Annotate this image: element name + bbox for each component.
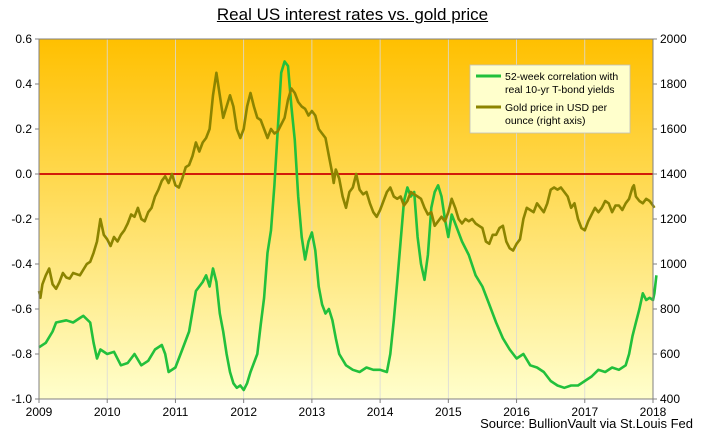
legend-label-gold-line2: ounce (right axis) [505, 115, 586, 127]
y-left-tick-label: 0.0 [15, 167, 32, 181]
x-tick-label: 2012 [230, 405, 257, 419]
y-left-tick-label: -0.8 [11, 347, 32, 361]
x-tick-label: 2013 [299, 405, 326, 419]
y-right-tick-label: 400 [660, 392, 680, 406]
legend: 52-week correlation with real 10-yr T-bo… [469, 64, 631, 134]
x-tick-label: 2011 [163, 405, 189, 419]
y-left-tick-label: -0.2 [11, 212, 32, 226]
y-right-tick-label: 2000 [660, 32, 687, 46]
legend-label-gold-line1: Gold price in USD per [505, 102, 608, 114]
y-left-tick-label: 0.4 [15, 77, 32, 91]
x-tick-label: 2010 [94, 405, 121, 419]
y-left-tick-label: 0.2 [15, 122, 32, 136]
y-right-tick-label: 600 [660, 347, 680, 361]
x-tick-label: 2018 [640, 405, 667, 419]
y-right-tick-label: 1000 [660, 257, 687, 271]
y-left-tick-label: 0.6 [15, 32, 32, 46]
gold-price-line [37, 71, 656, 300]
y-right-tick-label: 1600 [660, 122, 687, 136]
x-tick-label: 2016 [503, 405, 530, 419]
x-tick-label: 2009 [26, 405, 53, 419]
legend-label-correlation-line2: real 10-yr T-bond yields [505, 84, 615, 96]
legend-label-correlation-line1: 52-week correlation with [505, 71, 618, 83]
x-tick-label: 2015 [435, 405, 462, 419]
y-right-tick-label: 800 [660, 302, 680, 316]
y-right-tick-label: 1200 [660, 212, 687, 226]
y-left-tick-label: -1.0 [11, 392, 32, 406]
y-left-tick-label: -0.6 [11, 302, 32, 316]
y-left-tick-label: -0.4 [11, 257, 32, 271]
y-right-tick-label: 1400 [660, 167, 687, 181]
x-tick-label: 2014 [367, 405, 394, 419]
chart-title: Real US interest rates vs. gold price [216, 5, 489, 24]
correlation-line [38, 60, 658, 392]
x-tick-label: 2017 [571, 405, 598, 419]
chart-source: Source: BullionVault via St.Louis Fed [480, 416, 693, 431]
y-right-tick-label: 1800 [660, 77, 687, 91]
